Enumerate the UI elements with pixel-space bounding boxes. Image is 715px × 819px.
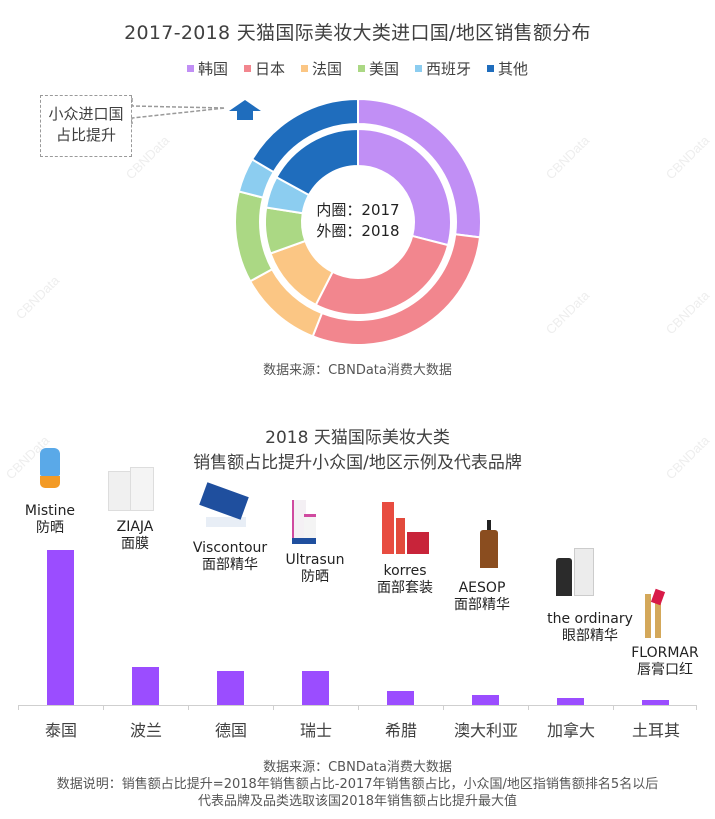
x-axis-tick <box>696 705 697 710</box>
bar-poland <box>132 667 159 705</box>
x-axis-tick <box>273 705 274 710</box>
double-donut-chart <box>234 97 482 346</box>
legend-swatch-icon <box>243 65 251 72</box>
legend-label: 美国 <box>369 60 400 78</box>
brand-label-viscontour: Viscontour 面部精华 <box>192 540 268 573</box>
donut-source: 数据来源：CBNData消费大数据 <box>263 363 452 378</box>
donut-slice <box>250 97 359 174</box>
mistine-product-image <box>40 448 60 488</box>
callout-box: 小众进口国 占比提升 <box>40 95 132 157</box>
legend-label: 法国 <box>311 60 342 78</box>
legend-swatch-icon <box>487 65 495 72</box>
up-arrow-icon <box>229 100 261 120</box>
watermark: CBNData <box>542 287 593 338</box>
x-axis-tick <box>528 705 529 710</box>
x-label-germany: 德国 <box>214 721 247 740</box>
data-note-line2: 代表品牌及品类选取该国2018年销售额占比提升最大值 <box>197 794 518 809</box>
callout-line1: 小众进口国 <box>48 105 124 123</box>
legend-swatch-icon <box>300 65 308 72</box>
callout-line2: 占比提升 <box>55 126 116 144</box>
x-label-switzerland: 瑞士 <box>299 721 332 740</box>
watermark: CBNData <box>12 272 63 323</box>
bar-canada <box>557 698 584 705</box>
bar-switzerland <box>302 671 329 705</box>
legend-label: 西班牙 <box>426 60 472 78</box>
bar-germany <box>217 671 244 705</box>
data-note-line1: 数据说明：销售额占比提升=2018年销售额占比-2017年销售额占比，小众国/地… <box>56 777 659 792</box>
outer-ring-label: 外圈：2018 <box>316 222 400 240</box>
legend-item-korea: 韩国 <box>186 58 228 79</box>
x-axis-tick <box>443 705 444 710</box>
brand-label-korres: korres 面部套装 <box>377 563 433 596</box>
x-label-poland: 波兰 <box>129 721 162 740</box>
bar-chart-title: 2018 天猫国际美妆大类 销售额占比提升小众国/地区示例及代表品牌 <box>0 426 715 476</box>
x-axis-tick <box>358 705 359 710</box>
x-axis-tick <box>103 705 104 710</box>
callout-pointer <box>131 98 226 124</box>
x-label-thailand: 泰国 <box>44 721 77 740</box>
bar-chart-footnote: 数据来源：CBNData消费大数据 数据说明：销售额占比提升=2018年销售额占… <box>0 759 715 810</box>
donut-chart-title: 2017-2018 天猫国际美妆大类进口国/地区销售额分布 <box>124 22 591 44</box>
bar-thailand <box>47 550 74 705</box>
donut-legend: 韩国 日本 法国 美国 西班牙 其他 <box>0 58 715 79</box>
x-label-canada: 加拿大 <box>546 721 595 740</box>
brand-label-flormar: FLORMAR 唇膏口红 <box>631 645 699 678</box>
brand-label-aesop: AESOP 面部精华 <box>454 580 510 613</box>
x-label-australia: 澳大利亚 <box>453 721 518 740</box>
legend-item-spain: 西班牙 <box>415 58 471 79</box>
inner-ring-label: 内圈：2017 <box>316 201 400 219</box>
legend-swatch-icon <box>186 65 194 72</box>
watermark: CBNData <box>662 287 713 338</box>
x-label-greece: 希腊 <box>384 721 417 740</box>
bar-title-line2: 销售额占比提升小众国/地区示例及代表品牌 <box>193 453 522 473</box>
legend-swatch-icon <box>415 65 423 72</box>
aesop-product-image <box>480 520 498 568</box>
legend-label: 韩国 <box>197 60 228 78</box>
bar-turkey <box>642 700 669 705</box>
bar-source: 数据来源：CBNData消费大数据 <box>263 760 452 775</box>
brand-label-the-ordinary: the ordinary 眼部精华 <box>547 611 633 644</box>
bar-greece <box>387 691 414 705</box>
x-axis <box>18 705 696 706</box>
donut-slice <box>357 127 452 247</box>
legend-label: 其他 <box>498 60 529 78</box>
x-label-turkey: 土耳其 <box>631 721 680 740</box>
watermark: CBNData <box>542 132 593 183</box>
donut-slice <box>275 127 359 197</box>
brand-label-mistine: Mistine 防晒 <box>24 503 76 536</box>
brand-label-ultrasun: Ultrasun 防晒 <box>285 552 345 585</box>
brand-label-ziaja: ZIAJA 面膜 <box>116 519 154 552</box>
legend-swatch-icon <box>358 65 365 72</box>
legend-item-usa: 美国 <box>358 58 399 79</box>
x-axis-tick <box>18 705 19 710</box>
x-axis-tick <box>613 705 614 710</box>
x-axis-tick <box>188 705 189 710</box>
legend-label: 日本 <box>254 60 285 78</box>
legend-item-other: 其他 <box>487 58 528 79</box>
legend-item-france: 法国 <box>300 58 342 79</box>
watermark: CBNData <box>662 132 713 183</box>
bar-australia <box>472 695 499 705</box>
donut-center-label: 内圈：2017 外圈：2018 <box>298 200 418 242</box>
legend-item-japan: 日本 <box>243 58 285 79</box>
viscontour-product-image <box>199 482 249 527</box>
bar-title-line1: 2018 天猫国际美妆大类 <box>265 428 450 448</box>
